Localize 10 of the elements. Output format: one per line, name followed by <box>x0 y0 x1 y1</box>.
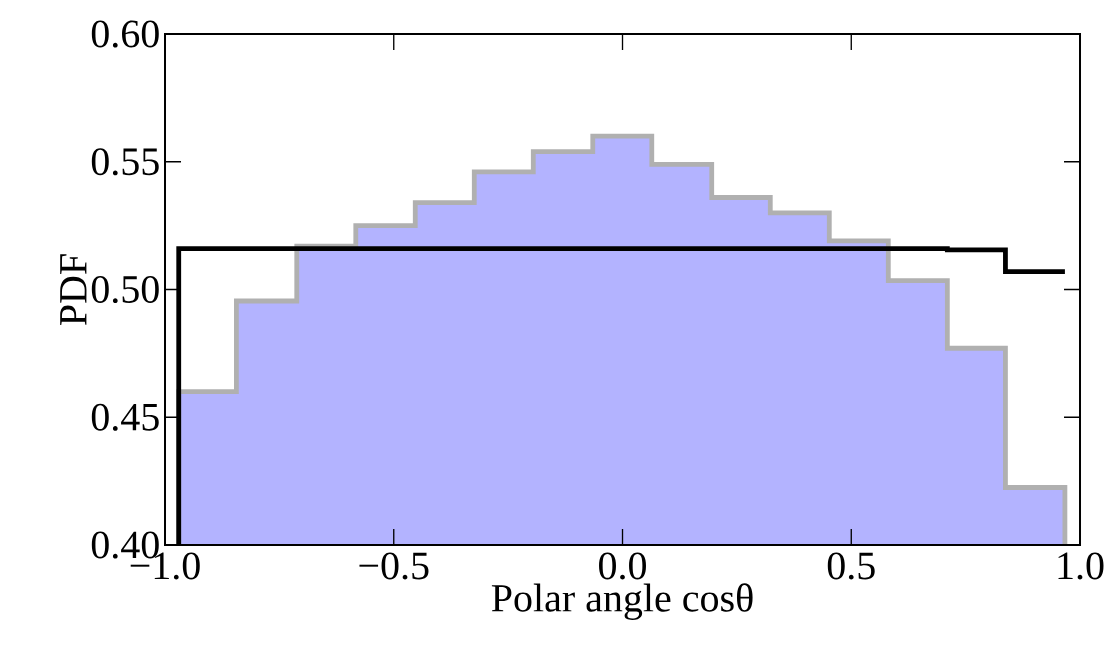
y-axis-title: PDF <box>60 254 87 326</box>
y-tick-label: 0.50 <box>91 275 159 304</box>
x-tick-label: 0.5 <box>827 552 875 580</box>
y-tick-label: 0.45 <box>91 403 159 431</box>
x-tick-label: 1.0 <box>1058 552 1104 580</box>
x-axis-title: Polar angle cosθ <box>491 583 753 620</box>
y-tick-label: 0.60 <box>91 20 159 48</box>
x-tick-label: 0.0 <box>599 552 646 580</box>
x-tick-label: −0.5 <box>359 552 429 580</box>
y-tick-label: 0.55 <box>91 148 159 176</box>
